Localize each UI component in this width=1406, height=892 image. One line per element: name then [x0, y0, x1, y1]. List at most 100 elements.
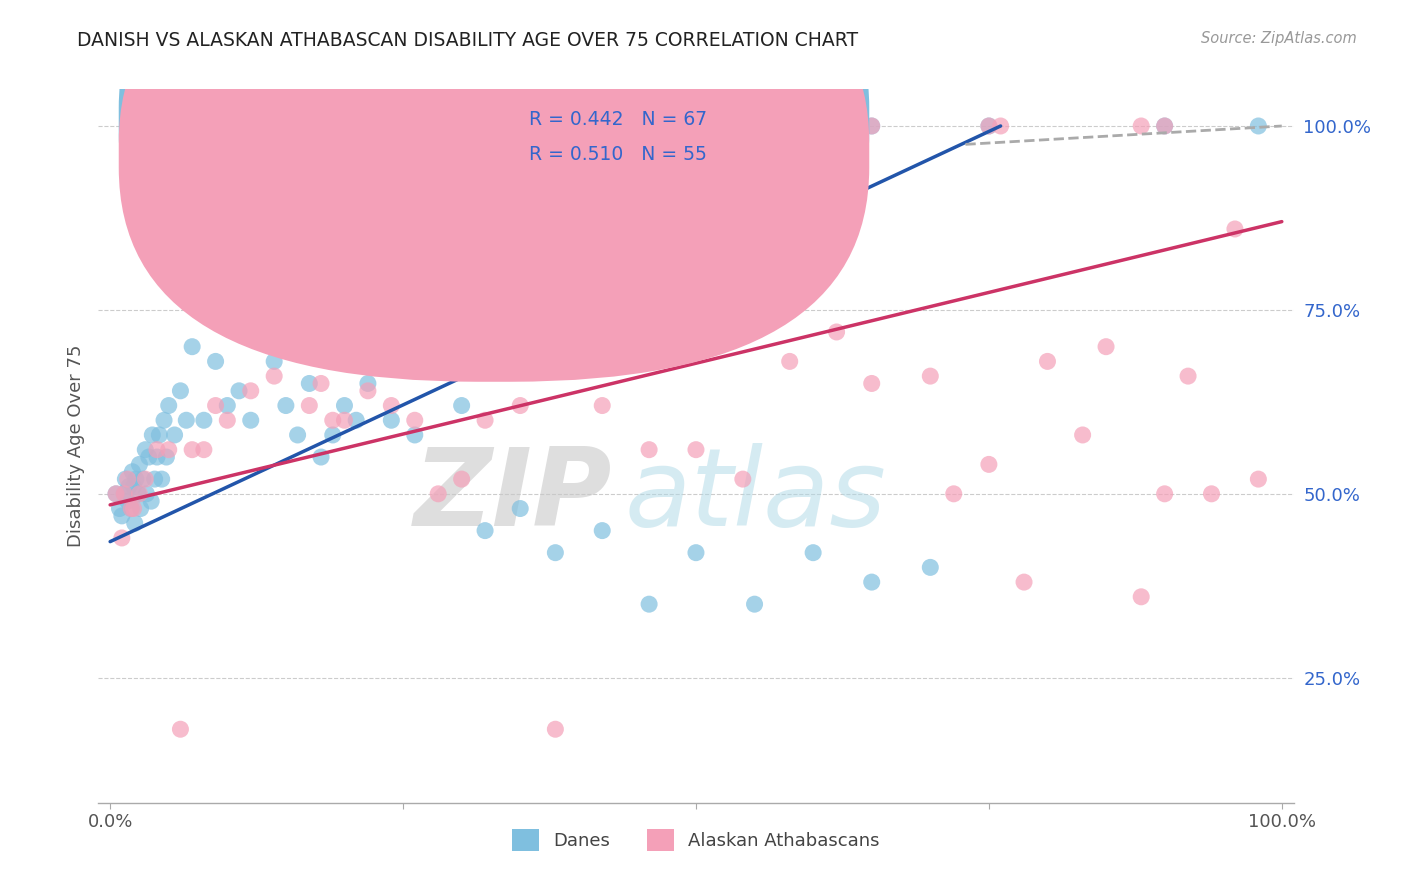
Text: R = 0.442   N = 67: R = 0.442 N = 67	[529, 111, 707, 129]
Point	[1130, 590, 1153, 604]
Point	[120, 501, 142, 516]
Text: Source: ZipAtlas.com: Source: ZipAtlas.com	[1201, 31, 1357, 46]
Point	[204, 354, 226, 368]
FancyBboxPatch shape	[118, 0, 869, 382]
Text: DANISH VS ALASKAN ATHABASCAN DISABILITY AGE OVER 75 CORRELATION CHART: DANISH VS ALASKAN ATHABASCAN DISABILITY …	[77, 31, 859, 50]
Point	[638, 442, 661, 457]
Point	[685, 442, 707, 457]
Point	[1012, 575, 1035, 590]
Point	[860, 119, 883, 133]
Point	[298, 376, 321, 391]
Point	[263, 354, 285, 368]
Point	[322, 413, 344, 427]
Point	[118, 479, 141, 493]
Point	[120, 501, 142, 516]
Point	[111, 508, 134, 523]
Point	[509, 399, 531, 413]
FancyBboxPatch shape	[463, 96, 804, 178]
Point	[977, 458, 1000, 472]
Point	[105, 487, 128, 501]
Text: atlas: atlas	[624, 443, 886, 549]
Point	[128, 487, 150, 501]
Point	[153, 413, 176, 427]
Point	[309, 119, 332, 133]
Point	[357, 376, 380, 391]
Point	[322, 119, 344, 133]
Point	[474, 524, 496, 538]
Point	[744, 597, 766, 611]
Point	[157, 399, 180, 413]
Point	[143, 472, 166, 486]
Point	[309, 376, 332, 391]
Point	[1071, 428, 1094, 442]
Point	[141, 428, 163, 442]
Point	[117, 472, 139, 486]
Point	[117, 494, 139, 508]
Point	[450, 472, 472, 486]
Point	[685, 119, 707, 133]
Point	[298, 399, 321, 413]
Point	[148, 428, 170, 442]
Point	[108, 501, 131, 516]
Point	[146, 450, 169, 464]
Point	[138, 450, 160, 464]
Point	[141, 494, 163, 508]
Point	[124, 516, 146, 531]
Point	[309, 450, 332, 464]
Legend: Danes, Alaskan Athabascans: Danes, Alaskan Athabascans	[505, 822, 887, 858]
Point	[127, 487, 149, 501]
Point	[228, 384, 250, 398]
Point	[193, 442, 215, 457]
Point	[129, 501, 152, 516]
Point	[105, 487, 128, 501]
Point	[544, 546, 567, 560]
Point	[169, 723, 191, 737]
Point	[157, 442, 180, 457]
FancyBboxPatch shape	[118, 0, 869, 348]
Point	[801, 546, 824, 560]
Point	[322, 428, 344, 442]
Text: ZIP: ZIP	[413, 443, 613, 549]
Point	[111, 531, 134, 545]
Point	[274, 399, 297, 413]
Point	[1223, 222, 1246, 236]
Point	[125, 472, 148, 486]
Point	[1036, 354, 1059, 368]
Point	[193, 413, 215, 427]
Point	[380, 413, 402, 427]
Point	[1095, 340, 1118, 354]
Point	[287, 428, 309, 442]
Point	[121, 465, 143, 479]
Point	[181, 340, 204, 354]
Point	[427, 487, 450, 501]
Point	[134, 472, 156, 486]
Point	[450, 399, 472, 413]
Point	[1247, 119, 1270, 133]
Point	[404, 428, 426, 442]
Text: R = 0.510   N = 55: R = 0.510 N = 55	[529, 145, 707, 163]
Point	[1201, 487, 1223, 501]
Point	[263, 369, 285, 384]
Point	[132, 472, 155, 486]
Point	[685, 546, 707, 560]
Point	[146, 442, 169, 457]
Point	[474, 413, 496, 427]
Point	[977, 119, 1000, 133]
Point	[860, 119, 883, 133]
Point	[155, 450, 177, 464]
Point	[920, 369, 942, 384]
Point	[122, 501, 145, 516]
Point	[135, 487, 157, 501]
Point	[591, 399, 613, 413]
Point	[1153, 119, 1175, 133]
Point	[977, 119, 1000, 133]
Point	[239, 413, 262, 427]
Point	[638, 597, 661, 611]
Point	[333, 399, 356, 413]
Point	[591, 524, 613, 538]
Point	[731, 472, 754, 486]
Point	[150, 472, 173, 486]
Point	[163, 428, 186, 442]
Point	[1177, 369, 1199, 384]
Point	[427, 361, 450, 376]
